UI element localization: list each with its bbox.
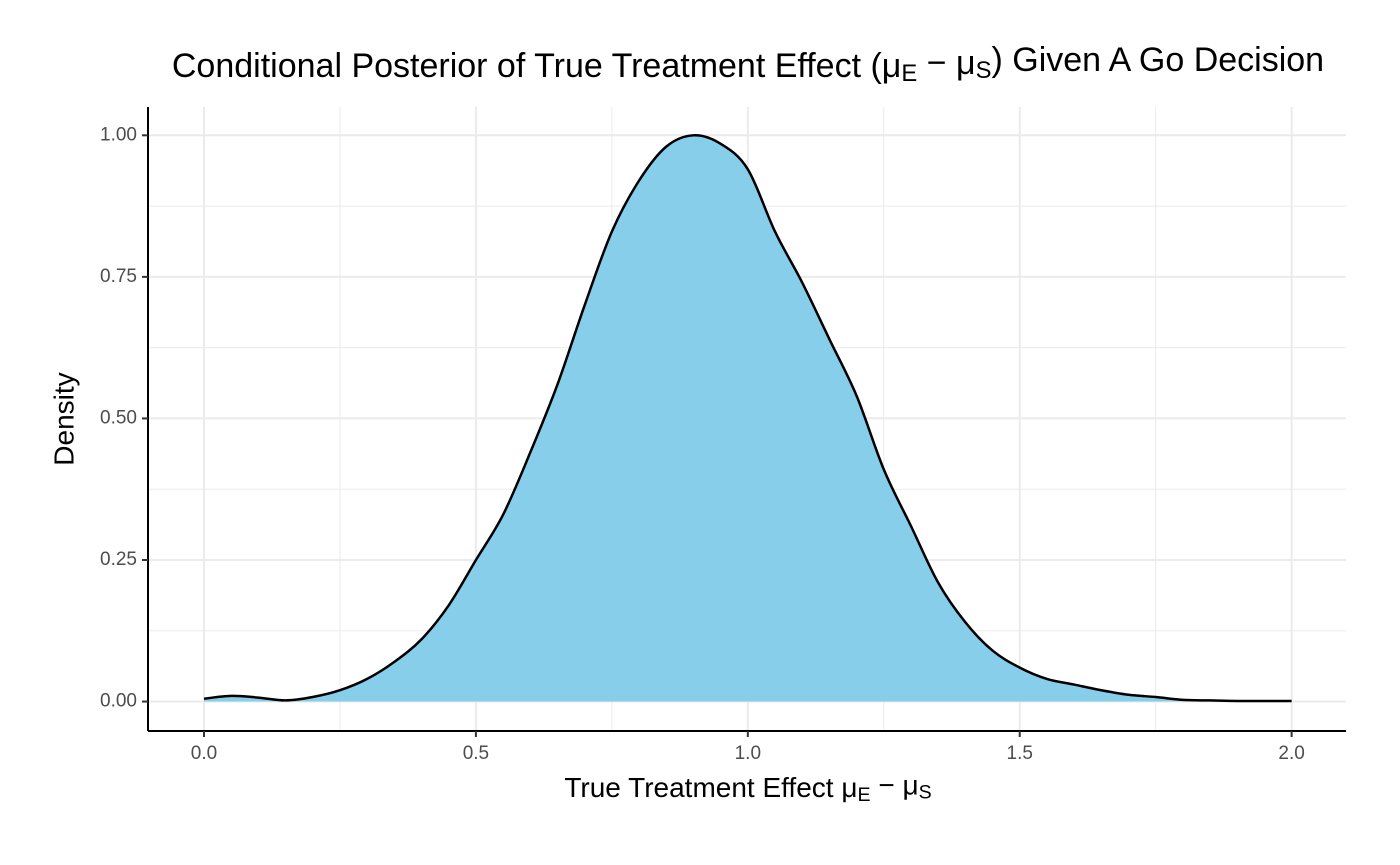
x-axis-label: True Treatment Effect μE − μS xyxy=(564,770,931,806)
chart-title: Conditional Posterior of True Treatment … xyxy=(172,41,1324,88)
text-part: − μ xyxy=(871,770,919,801)
x-tick-label: 0.0 xyxy=(191,743,217,764)
y-axis-label: Density xyxy=(48,372,79,465)
subscript: E xyxy=(901,60,917,87)
x-tick-label: 1.5 xyxy=(1007,743,1033,764)
text-part: Conditional Posterior of True Treatment … xyxy=(172,47,902,85)
y-tick-label: 0.25 xyxy=(100,549,137,570)
subscript: S xyxy=(919,782,932,804)
density-area xyxy=(204,135,1292,702)
y-tick-label: 0.75 xyxy=(100,266,137,287)
x-tick-label: 0.5 xyxy=(463,743,489,764)
y-tick-label: 0.00 xyxy=(100,691,137,712)
y-tick-label: 1.00 xyxy=(100,124,137,145)
subscript: S xyxy=(976,57,992,84)
text-part: True Treatment Effect μ xyxy=(564,772,857,803)
x-tick-label: 1.0 xyxy=(735,743,761,764)
text-part: − μ xyxy=(917,44,975,82)
x-tick-label: 2.0 xyxy=(1278,743,1304,764)
text-part: ) Given A Go Decision xyxy=(992,41,1325,79)
subscript: E xyxy=(857,784,870,806)
y-tick-label: 0.50 xyxy=(100,407,137,428)
density-line xyxy=(203,134,1292,703)
